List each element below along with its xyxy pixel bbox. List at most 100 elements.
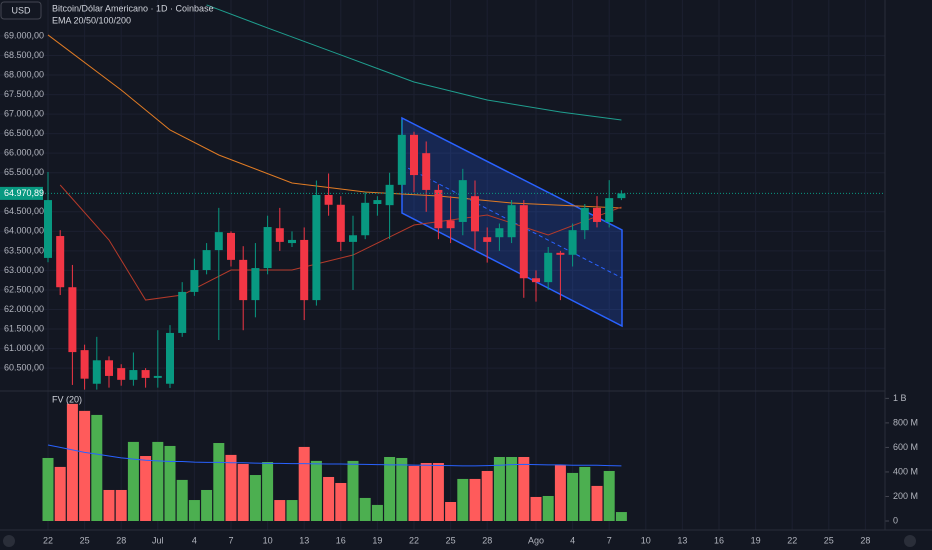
y2-tick-label: 200 M <box>893 491 918 501</box>
volume-bar <box>274 500 286 521</box>
volume-ma-line <box>47 444 622 467</box>
y2-tick-label: 600 M <box>893 442 918 452</box>
x-tick-label: 4 <box>192 535 197 545</box>
candle-body <box>458 180 467 222</box>
ema-line <box>206 4 622 121</box>
x-tick-label: 22 <box>43 535 53 545</box>
candle-body <box>251 268 260 301</box>
candle-body <box>56 236 65 288</box>
candle-body <box>129 370 138 380</box>
volume-title: FV (20) <box>52 394 82 404</box>
candle-body <box>519 205 528 279</box>
volume-bar <box>103 489 115 521</box>
grid <box>0 0 889 530</box>
candle-body <box>190 270 199 292</box>
candle-body <box>141 370 150 378</box>
candle-body <box>605 198 614 222</box>
candle-body <box>202 250 211 271</box>
volume-bar <box>554 464 566 521</box>
candle-body <box>568 230 577 255</box>
volume-bar <box>79 410 91 521</box>
y-tick-label: 65.500,00 <box>4 167 44 177</box>
candle-body <box>312 195 321 301</box>
candle-body <box>275 228 284 242</box>
y-tick-label: 61.000,00 <box>4 343 44 353</box>
candle-body <box>422 153 431 190</box>
candle-body <box>68 287 77 353</box>
volume-bar <box>323 476 335 521</box>
y-tick-label: 66.500,00 <box>4 128 44 138</box>
volume-bar <box>445 501 457 521</box>
candle-body <box>397 134 406 185</box>
candle-body <box>166 332 174 384</box>
y-tick-label: 67.500,00 <box>4 89 44 99</box>
candle-body <box>263 227 272 269</box>
candle-body <box>153 375 162 378</box>
volume-bar <box>310 460 322 521</box>
candle-body <box>92 360 101 384</box>
x-tick-label: Jul <box>152 535 164 545</box>
y-tick-label: 64.000,00 <box>4 226 44 236</box>
candle-body <box>227 232 235 260</box>
chart-subtitle: EMA 20/50/100/200 <box>52 15 131 25</box>
auto-scale-icon[interactable] <box>904 535 916 547</box>
volume-bar <box>335 482 347 521</box>
x-tick-label: 25 <box>80 535 90 545</box>
volume-bar <box>518 456 530 521</box>
candle-body <box>617 193 626 199</box>
candle-body <box>288 239 296 244</box>
volume-bar <box>396 457 408 521</box>
volume-bar <box>469 478 481 521</box>
y-tick-label: 61.500,00 <box>4 323 44 333</box>
y2-tick-label: 800 M <box>893 417 918 427</box>
y2-tick-label: 0 <box>893 515 898 525</box>
volume-bar <box>140 456 152 521</box>
volume-bar <box>530 496 542 521</box>
candle-body <box>434 189 443 229</box>
candle-body <box>483 237 492 242</box>
ema-line <box>59 184 622 301</box>
volume-bar <box>201 489 213 521</box>
volume-bar <box>54 466 66 521</box>
y2-tick-label: 400 M <box>893 466 918 476</box>
candle-body <box>178 291 187 333</box>
currency[interactable]: USD <box>11 5 31 15</box>
x-tick-label: 28 <box>482 535 492 545</box>
volume-bar <box>262 462 274 521</box>
candle-body <box>300 239 309 301</box>
volume-bar <box>176 479 188 521</box>
candle-body <box>532 278 540 283</box>
y-tick-label: 68.000,00 <box>4 69 44 79</box>
x-tick-label: 16 <box>714 535 724 545</box>
x-tick-label: 16 <box>336 535 346 545</box>
last-price-box <box>0 186 43 200</box>
volume-bar <box>286 500 298 521</box>
candle-body <box>117 368 126 380</box>
y-tick-label: 60.500,00 <box>4 362 44 372</box>
volume-bar <box>493 456 505 521</box>
candle-body <box>44 200 52 258</box>
candle-body <box>80 350 89 379</box>
x-tick-label: 19 <box>751 535 761 545</box>
candle-body <box>373 200 382 204</box>
y-tick-label: 62.500,00 <box>4 284 44 294</box>
y-tick-label: 67.000,00 <box>4 108 44 118</box>
zoom-icon[interactable] <box>3 535 15 547</box>
x-tick-label: Ago <box>528 535 544 545</box>
volume-bar <box>567 472 579 521</box>
volume-bar <box>347 460 359 521</box>
currency-button[interactable] <box>0 1 42 20</box>
volume-bar <box>225 454 237 521</box>
y-tick-label: 62.000,00 <box>4 304 44 314</box>
x-tick-label: 19 <box>372 535 382 545</box>
candle-body <box>471 196 479 232</box>
x-tick-label: 28 <box>860 535 870 545</box>
candle-body <box>507 205 516 238</box>
volume-bar <box>432 462 444 521</box>
candle-body <box>349 235 357 242</box>
y-tick-label: 64.500,00 <box>4 206 44 216</box>
volume-bar <box>359 497 371 521</box>
y-tick-label: 68.500,00 <box>4 50 44 60</box>
